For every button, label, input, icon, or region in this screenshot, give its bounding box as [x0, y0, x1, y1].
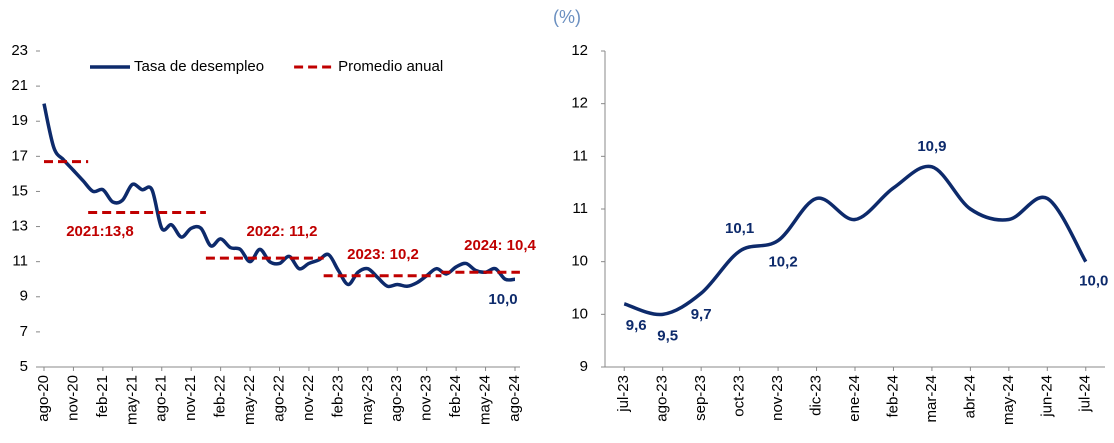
data-label: 10,2	[768, 254, 797, 271]
y-tick-label: 9	[580, 358, 588, 375]
y-tick-label: 13	[11, 218, 28, 235]
data-label: 9,6	[626, 317, 647, 334]
data-label: 10,9	[917, 138, 946, 155]
x-tick-label: may-24	[477, 375, 494, 425]
annotation: 2021:13,8	[66, 223, 134, 240]
x-tick-label: mar-24	[923, 375, 940, 423]
y-tick-label: 21	[11, 77, 28, 94]
x-tick-label: may-21	[123, 375, 140, 425]
y-tick-label: 19	[11, 112, 28, 129]
data-label: 10,1	[725, 220, 754, 237]
data-label: 9,7	[691, 306, 712, 323]
x-tick-label: ago-23	[654, 375, 671, 422]
y-tick-label: 11	[12, 253, 28, 270]
y-tick-label: 12	[571, 42, 588, 59]
x-tick-label: ago-24	[506, 375, 523, 422]
x-tick-label: feb-24	[447, 375, 464, 418]
x-tick-label: nov-23	[418, 375, 435, 421]
annotation: 2024: 10,4	[464, 237, 536, 254]
x-tick-label: ago-21	[153, 375, 170, 422]
annotation: 2022: 11,2	[247, 223, 318, 240]
legend-label: Tasa de desempleo	[134, 58, 264, 75]
y-tick-label: 12	[571, 95, 588, 112]
y-tick-label: 11	[572, 147, 588, 164]
x-tick-label: jul-23	[615, 375, 632, 413]
data-line	[42, 103, 516, 289]
x-tick-label: nov-22	[300, 375, 317, 421]
x-tick-label: may-24	[1000, 375, 1017, 425]
x-tick-label: feb-23	[329, 375, 346, 418]
x-tick-label: abr-24	[961, 375, 978, 418]
x-tick-label: ene-24	[846, 375, 863, 422]
data-line	[623, 164, 1088, 317]
chart-title: (%)	[553, 7, 581, 27]
x-tick-label: feb-24	[884, 375, 901, 418]
x-tick-label: nov-23	[769, 375, 786, 421]
x-tick-label: nov-21	[182, 375, 199, 421]
y-tick-label: 10	[571, 253, 588, 270]
y-tick-label: 15	[11, 182, 28, 199]
x-tick-label: may-22	[241, 375, 258, 425]
legend-label: Promedio anual	[338, 58, 443, 75]
x-tick-label: nov-20	[64, 375, 81, 421]
x-tick-label: ago-23	[388, 375, 405, 422]
x-tick-label: oct-23	[731, 375, 748, 417]
data-label: 9,5	[657, 327, 678, 344]
x-tick-label: dic-23	[808, 375, 825, 416]
x-tick-label: ago-22	[270, 375, 287, 422]
x-tick-label: may-23	[359, 375, 376, 425]
x-tick-label: feb-22	[212, 375, 229, 418]
x-tick-label: sep-23	[692, 375, 709, 421]
annotation: 10,0	[488, 291, 517, 308]
y-tick-label: 5	[20, 358, 28, 375]
x-tick-label: jun-24	[1038, 375, 1055, 418]
x-tick-label: jul-24	[1077, 375, 1094, 413]
y-tick-label: 11	[572, 200, 588, 217]
x-tick-label: feb-21	[94, 375, 111, 418]
x-tick-label: ago-20	[35, 375, 52, 422]
annotation: 2023: 10,2	[347, 246, 419, 263]
y-tick-label: 10	[571, 305, 588, 322]
y-tick-label: 23	[11, 42, 28, 59]
y-tick-label: 9	[20, 288, 28, 305]
y-tick-label: 17	[11, 147, 28, 164]
data-label: 10,0	[1079, 273, 1108, 290]
y-tick-label: 7	[20, 323, 28, 340]
